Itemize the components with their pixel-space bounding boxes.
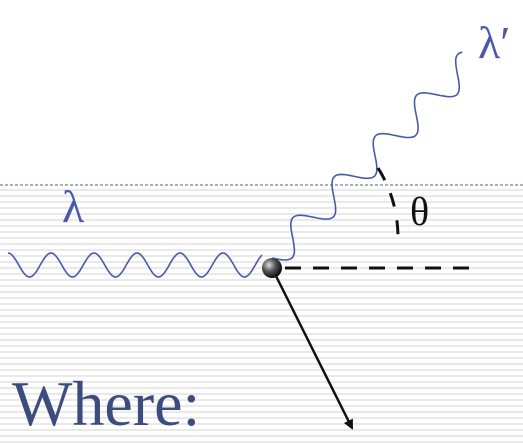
angle-arc xyxy=(378,168,398,238)
scattered-wavelength-label: λ′ xyxy=(478,17,510,68)
scattered-wave xyxy=(272,52,462,260)
page: λ λ′ θ Where: (() => { const data = JSON… xyxy=(0,0,523,443)
electron xyxy=(262,258,282,278)
diagram: λ λ′ θ Where: xyxy=(0,0,523,443)
electron-recoil-arrow xyxy=(274,272,352,428)
incident-wave xyxy=(8,253,262,277)
angle-label: θ xyxy=(410,189,429,234)
caption: Where: xyxy=(12,368,200,439)
incident-wavelength-label: λ xyxy=(62,181,85,232)
